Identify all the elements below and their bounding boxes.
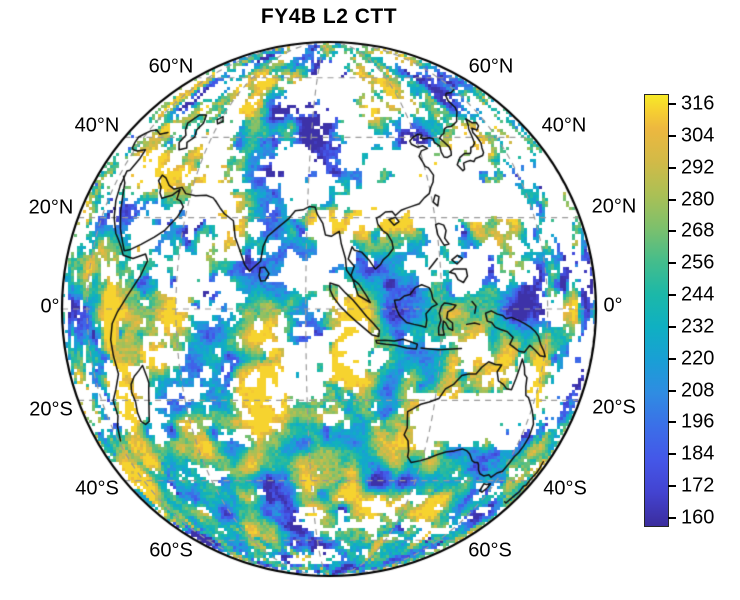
colorbar-tick-label: 184 [681,442,715,465]
colorbar-tick-label: 160 [681,506,715,529]
colorbar-tick [668,421,676,424]
lat-label-right-6: 60°S [468,539,512,562]
colorbar-tick [668,294,676,297]
lat-label-left-1: 40°N [74,114,120,137]
colorbar-tick [668,198,676,201]
colorbar-tick [668,134,676,137]
colorbar-gradient [644,94,669,527]
colorbar-tick [668,389,676,392]
figure-title: FY4B L2 CTT [260,5,398,28]
colorbar-tick [668,517,676,519]
colorbar-tick-label: 172 [681,474,715,497]
colorbar-tick-label: 208 [681,379,715,402]
lat-label-left-4: 20°S [29,398,73,421]
colorbar-tick [668,166,676,169]
colorbar-tick [668,453,676,456]
lat-label-right-2: 20°N [591,195,637,218]
colorbar-tick-label: 304 [681,124,715,147]
colorbar-tick [668,325,676,328]
colorbar-tick-label: 220 [681,347,715,370]
colorbar-tick-label: 268 [681,219,715,242]
colorbar-tick [668,230,676,233]
lat-label-left-3: 0° [40,295,60,318]
lat-label-left-0: 60°N [148,55,194,78]
lat-label-right-3: 0° [603,294,623,317]
colorbar-tick [668,103,676,105]
colorbar-tick-label: 232 [681,315,715,338]
colorbar-tick [668,485,676,488]
lat-label-right-1: 40°N [541,114,587,137]
colorbar-tick-label: 280 [681,188,715,211]
lat-label-left-2: 20°N [28,196,74,219]
colorbar-tick [668,357,676,360]
colorbar-tick-label: 256 [681,251,715,274]
colorbar-tick-label: 196 [681,410,715,433]
lat-label-right-0: 60°N [468,55,514,78]
lat-label-left-6: 60°S [149,539,193,562]
colorbar-tick [668,262,676,265]
colorbar-tick-label: 244 [681,283,715,306]
colorbar-tick-label: 292 [681,156,715,179]
lat-label-right-5: 40°S [543,477,587,500]
lat-label-right-4: 20°S [592,396,636,419]
lat-label-left-5: 40°S [75,477,119,500]
colorbar-tick-label: 316 [681,92,715,115]
